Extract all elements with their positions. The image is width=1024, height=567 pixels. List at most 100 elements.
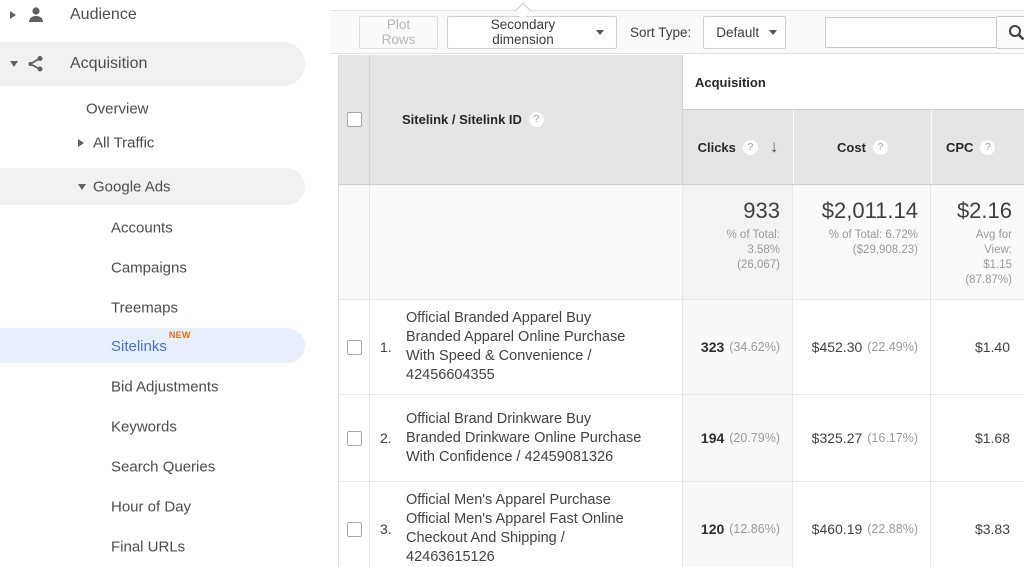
totals-cost-value: $2,011.14 xyxy=(821,198,918,223)
person-icon xyxy=(26,5,46,25)
dimension-header-cell: Sitelink / Sitelink ID ? xyxy=(370,55,682,184)
row-dimension-cell: 2. Official Brand Drinkware Buy Branded Dr… xyxy=(370,395,682,481)
table-search xyxy=(825,15,1024,49)
metric-header-row: Clicks ? ↓ Cost ? CPC ? xyxy=(683,110,1024,184)
row-number: 1. xyxy=(380,339,392,355)
help-icon[interactable]: ? xyxy=(980,139,996,155)
row-dimension-cell: 3. Official Men's Apparel Purchase Officia… xyxy=(370,482,682,567)
select-all-checkbox[interactable] xyxy=(346,112,362,127)
totals-cpc-value: $2.16 xyxy=(956,198,1012,223)
sidebar-item-treemaps[interactable]: Treemaps xyxy=(0,288,305,328)
totals-cpc-subline: View: xyxy=(984,244,1012,256)
sidebar-item-label: Final URLs xyxy=(111,538,186,556)
collapse-arrow-icon[interactable] xyxy=(78,183,86,190)
totals-dimension-cell xyxy=(370,185,682,299)
totals-cost-subline: % of Total: 6.72% xyxy=(828,229,918,241)
totals-cpc: $2.16 Avg for View: $1.15 (87.87%) xyxy=(930,185,1024,299)
row-checkbox[interactable] xyxy=(346,521,362,537)
totals-cpc-subline: (87.87%) xyxy=(965,274,1012,286)
sidebar-item-label: Search Queries xyxy=(111,458,216,476)
totals-clicks-value: 933 xyxy=(743,198,780,223)
column-header-clicks[interactable]: Clicks ? ↓ xyxy=(683,110,793,184)
cpc-header-label: CPC xyxy=(946,139,974,155)
totals-cost: $2,011.14 % of Total: 6.72% ($29,908.23) xyxy=(792,185,930,299)
row-dimension-cell: 1. Official Branded Apparel Buy Branded Ap… xyxy=(370,300,682,394)
sidebar-item-google-ads[interactable]: Google Ads xyxy=(0,168,305,205)
sidebar-item-all-traffic[interactable]: All Traffic xyxy=(0,128,305,158)
table-row: 2. Official Brand Drinkware Buy Branded Dr… xyxy=(339,395,1024,482)
sidebar-item-label: Hour of Day xyxy=(111,498,192,516)
cpc-cell: $1.40 xyxy=(930,300,1024,394)
sort-type-label: Sort Type: xyxy=(630,24,692,40)
sidebar-item-hour-of-day[interactable]: Hour of Day xyxy=(0,487,305,527)
sidebar-item-overview[interactable]: Overview xyxy=(0,94,305,124)
sidebar-item-audience[interactable]: Audience xyxy=(0,0,305,32)
search-button[interactable] xyxy=(997,15,1024,49)
expand-arrow-icon[interactable] xyxy=(78,139,84,147)
dimension-header-label[interactable]: Sitelink / Sitelink ID xyxy=(402,112,522,127)
row-number: 2. xyxy=(380,430,392,446)
totals-clicks-subline: 3.58% xyxy=(747,244,780,256)
acquisition-icon xyxy=(26,54,46,74)
sidebar-item-acquisition[interactable]: Acquisition xyxy=(0,42,305,86)
clicks-cell: 323 (34.62%) xyxy=(682,300,792,394)
acquisition-group-header: Acquisition xyxy=(683,55,1024,110)
sort-type-dropdown[interactable]: Default xyxy=(703,15,787,49)
totals-cost-subline: ($29,908.23) xyxy=(852,244,918,256)
cost-cell: $325.27 (16.17%) xyxy=(792,395,930,481)
select-all-cell xyxy=(339,55,370,184)
totals-checkbox-cell xyxy=(339,185,370,299)
table-row: 3. Official Men's Apparel Purchase Officia… xyxy=(339,482,1024,567)
cost-cell: $452.30 (22.49%) xyxy=(792,300,930,394)
totals-clicks-subline: (26,067) xyxy=(737,259,780,271)
totals-row: 933 % of Total: 3.58% (26,067) $2,011.14… xyxy=(339,185,1024,300)
sidebar-item-label: All Traffic xyxy=(93,134,155,152)
row-checkbox[interactable] xyxy=(346,430,362,446)
sidebar-item-keywords[interactable]: Keywords xyxy=(0,407,305,447)
cost-header-label: Cost xyxy=(837,139,866,155)
collapse-arrow-icon[interactable] xyxy=(10,61,18,67)
cpc-cell: $1.68 xyxy=(930,395,1024,481)
column-header-cpc[interactable]: CPC ? xyxy=(931,110,1024,184)
sidebar-item-campaigns[interactable]: Campaigns xyxy=(0,248,305,288)
sidebar-item-search-queries[interactable]: Search Queries xyxy=(0,447,305,487)
help-icon[interactable]: ? xyxy=(872,139,888,155)
help-icon[interactable]: ? xyxy=(528,112,544,127)
sidebar-item-label: Keywords xyxy=(111,418,177,436)
sitelink-label: Official Men's Apparel Purchase Official … xyxy=(406,492,624,565)
sitelinks-data-table: Sitelink / Sitelink ID ? Acquisition Cli… xyxy=(338,55,1024,567)
clicks-header-label: Clicks xyxy=(697,139,736,155)
sitelink-label: Official Branded Apparel Buy Branded Appa… xyxy=(406,310,626,383)
totals-clicks: 933 % of Total: 3.58% (26,067) xyxy=(682,185,792,299)
sidebar-item-label: Acquisition xyxy=(70,55,148,72)
table-search-input[interactable] xyxy=(825,16,997,48)
acquisition-group-label: Acquisition xyxy=(695,74,766,90)
row-checkbox[interactable] xyxy=(346,339,362,355)
cost-cell: $460.19 (22.88%) xyxy=(792,482,930,567)
expand-arrow-icon[interactable] xyxy=(10,11,16,19)
row-checkbox-cell xyxy=(339,482,370,567)
clicks-cell: 194 (20.79%) xyxy=(682,395,792,481)
totals-cpc-subline: Avg for xyxy=(975,229,1012,241)
sidebar-item-final-urls[interactable]: Final URLs xyxy=(0,527,305,567)
row-checkbox-cell xyxy=(339,300,370,394)
totals-clicks-subline: % of Total: xyxy=(726,229,781,241)
metric-headers: Acquisition Clicks ? ↓ Cost ? xyxy=(682,55,1024,184)
sidebar-item-sitelinks[interactable]: SitelinksNEW xyxy=(0,328,305,363)
secondary-dimension-dropdown[interactable]: Secondary dimension xyxy=(447,15,617,49)
sidebar-item-accounts[interactable]: Accounts xyxy=(0,208,305,248)
plot-rows-button[interactable]: Plot Rows xyxy=(359,15,438,49)
sitelink-label: Official Brand Drinkware Buy Branded Drin… xyxy=(406,410,642,465)
help-icon[interactable]: ? xyxy=(742,139,758,155)
sidebar-item-bid-adjustments[interactable]: Bid Adjustments xyxy=(0,367,305,407)
sidebar-item-label: Overview xyxy=(86,100,149,118)
sidebar-item-label: Google Ads xyxy=(93,178,171,195)
column-header-cost[interactable]: Cost ? xyxy=(793,110,931,184)
sidebar-item-label: Audience xyxy=(70,6,137,23)
sort-descending-icon[interactable]: ↓ xyxy=(769,137,779,156)
row-checkbox-cell xyxy=(339,395,370,481)
sidebar-item-label: Campaigns xyxy=(111,259,187,277)
report-toolbar: Plot Rows Secondary dimension Sort Type:… xyxy=(330,10,1024,54)
chevron-down-icon xyxy=(769,29,778,35)
